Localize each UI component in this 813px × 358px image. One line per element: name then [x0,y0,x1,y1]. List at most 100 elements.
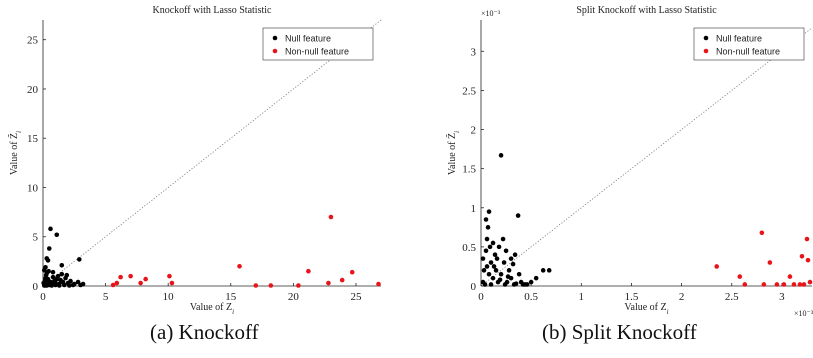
null-feature-point [533,275,539,281]
null-feature-point [59,263,65,268]
x-tick-label: 25 [350,291,362,303]
non-null-feature-point [787,274,793,279]
non-null-feature-point [801,282,807,287]
null-feature-point [481,268,487,273]
null-feature-point [77,257,82,262]
non-null-feature-point [138,280,143,286]
y-tick-label: 0 [471,281,477,293]
y-axis-label-sub: i [15,131,23,133]
null-feature-point [487,244,493,250]
x-tick-label: 5 [103,291,109,303]
non-null-feature-point [169,280,175,286]
legend-label-non-null: Non-null feature [716,47,780,57]
caption-split-knockoff: (b) Split Knockoff [542,320,697,344]
null-feature-point [485,225,491,230]
null-feature-point [510,261,516,267]
y-exponent-label: ×10⁻³ [481,9,501,18]
null-feature-point [490,240,496,246]
y-tick-label: 0.5 [462,242,476,254]
non-null-feature-point [767,260,773,265]
y-axis-label: Value of Z̃i [7,131,23,175]
x-axis-label-sub: i [667,308,669,316]
x-tick-label: 10 [163,291,175,303]
non-null-feature-point [326,280,331,286]
null-feature-point [500,236,506,242]
non-null-feature-point [339,277,345,283]
null-feature-point [66,283,72,288]
x-tick-label: 1.5 [625,291,639,303]
null-feature-point [516,271,522,277]
null-feature-point [64,272,70,278]
y-tick-label: 5 [33,232,39,244]
null-feature-point [484,236,490,242]
null-feature-point [70,282,76,288]
legend-label-null: Null feature [716,34,762,44]
x-tick-label: 1 [579,291,585,303]
null-feature-point [524,282,530,287]
x-tick-label: 0.5 [524,291,538,303]
null-feature-point [54,232,60,238]
non-null-feature-point [253,283,259,288]
null-feature-point [496,244,502,250]
legend: Null feature Non-null feature [693,27,805,61]
x-tick-label: 3 [779,291,785,303]
null-feature-point [491,264,497,269]
y-tick-label: 0 [33,281,39,293]
legend-marker-null [703,35,709,41]
null-feature-point [492,252,498,258]
null-feature-point [501,260,507,265]
y-axis-label: Value of Z̃i [445,131,461,175]
y-tick-label: 20 [27,84,39,96]
non-null-feature-point [296,283,301,288]
non-null-feature-point [742,282,748,287]
null-feature-point [498,153,504,158]
null-feature-point [50,274,56,280]
x-axis-label-sub: i [232,308,234,316]
y-tick-label: 15 [27,133,39,145]
y-tick-label: 2 [471,125,477,137]
null-feature-point [46,246,52,251]
x-axis-label: Value of Zi [190,302,234,316]
null-feature-point [494,256,500,261]
non-null-feature-point [118,274,123,280]
non-null-feature-point [805,257,811,263]
x-tick-label: 0 [478,291,484,303]
legend-marker-non-null [272,48,278,54]
non-null-feature-point [328,214,334,220]
null-feature-point [486,209,492,214]
legend-label-null: Null feature [285,34,331,44]
x-tick-label: 15 [225,291,237,303]
caption-knockoff: (a) Knockoff [150,320,259,344]
legend-box [693,27,805,61]
non-null-feature-point [807,279,813,285]
null-feature-point [61,282,67,288]
null-feature-point [528,279,534,285]
y-tick-label: 3 [471,46,477,58]
null-feature-point [540,268,546,273]
null-feature-point [493,268,499,273]
chart-title: Split Knockoff with Lasso Statistic [576,5,717,16]
null-feature-point [505,274,511,279]
null-feature-point [480,256,486,261]
x-tick-label: 2.5 [725,291,739,303]
null-feature-point [68,278,73,284]
null-feature-point [486,271,492,277]
legend-label-non-null: Non-null feature [285,47,349,57]
y-axis-label-main: Value of Z̃ [7,133,20,175]
y-tick-label: 1.5 [462,164,476,176]
non-null-feature-point [804,236,810,242]
null-feature-point [43,264,48,270]
y-tick-label: 10 [27,182,39,194]
y-tick-label: 2.5 [462,85,476,97]
non-null-feature-point [128,273,133,279]
null-feature-point [506,268,512,273]
non-null-feature-point [167,273,172,279]
y-axis-label-sub: i [453,131,461,133]
non-null-feature-point [237,264,242,269]
null-feature-point [546,268,552,273]
null-feature-point [45,258,51,263]
null-feature-point [488,282,494,287]
non-null-feature-point [774,282,780,287]
chart-title: Knockoff with Lasso Statistic [153,5,273,16]
y-tick-label: 25 [27,35,39,47]
